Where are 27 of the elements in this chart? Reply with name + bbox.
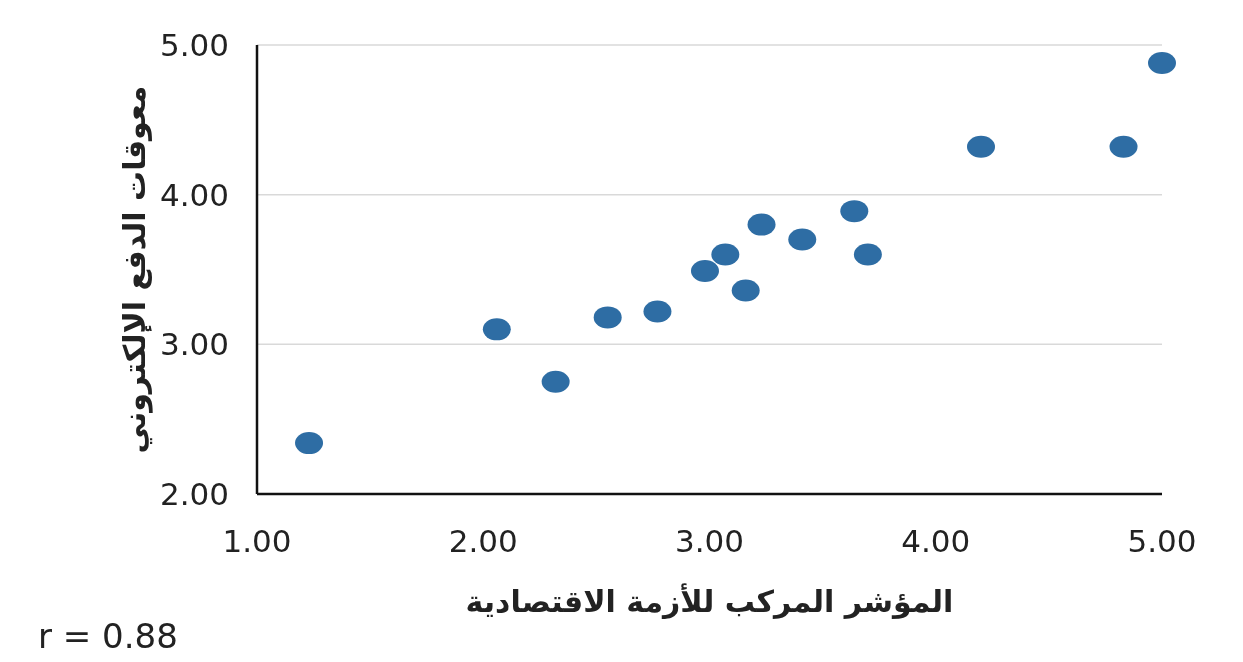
x-tick-label: 3.00: [674, 523, 745, 559]
x-tick-label: 5.00: [1127, 523, 1197, 559]
y-tick-label: 3.00: [159, 326, 229, 363]
point: [541, 370, 570, 393]
y-axis-title: معوقات الدفع الإلكتروني: [117, 85, 153, 454]
y-tick-label: 5.00: [159, 27, 229, 63]
point: [967, 135, 995, 158]
text: r = 0.88: [38, 616, 178, 656]
x-tick-label: 2.00: [448, 523, 518, 559]
point: [747, 213, 776, 236]
point: [840, 200, 869, 223]
point: [482, 318, 511, 341]
point: [853, 243, 882, 266]
point: [593, 306, 622, 329]
point: [1109, 135, 1138, 158]
y-tick-label: 4.00: [159, 176, 229, 213]
point: [731, 279, 760, 302]
point: [788, 228, 817, 251]
y-tick-label: 2.00: [159, 476, 229, 512]
x-tick-label: 1.00: [222, 523, 292, 559]
point: [1148, 51, 1176, 74]
point: [711, 243, 740, 266]
x-axis-title: المؤشر المركب للأزمة الاقتصادية: [465, 583, 954, 619]
x-tick-label: 4.00: [901, 523, 971, 559]
point: [690, 260, 719, 282]
point: [643, 300, 672, 323]
point: [295, 432, 324, 455]
